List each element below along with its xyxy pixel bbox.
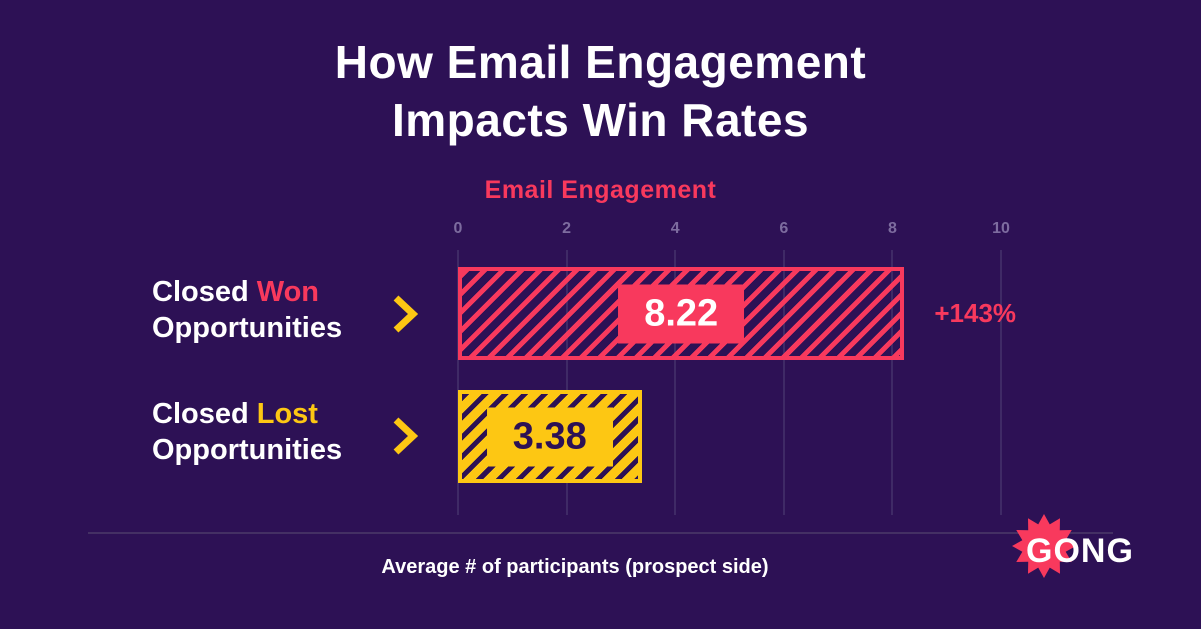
bar-row-won: 8.22 +143% bbox=[458, 267, 1016, 360]
plot-area: 8.22 +143% 3.38 bbox=[457, 250, 1016, 515]
won-category-label: Closed Won Opportunities bbox=[152, 274, 342, 347]
tick-label: 8 bbox=[887, 220, 897, 237]
gridline bbox=[674, 250, 677, 515]
won-value-label: 8.22 bbox=[618, 284, 745, 343]
lost-label-line-2: Opportunities bbox=[152, 434, 343, 467]
gong-logo-text: GONG bbox=[1026, 532, 1134, 570]
won-label-line-1: Closed Won bbox=[152, 274, 342, 310]
lost-bar: 3.38 bbox=[458, 390, 642, 483]
gridline bbox=[1000, 250, 1002, 515]
gong-logo: GONG bbox=[1010, 512, 1160, 592]
won-label-highlight: Won bbox=[256, 276, 320, 308]
gong-burst-icon bbox=[1012, 514, 1076, 578]
lost-category-label: Closed Lost Opportunities bbox=[152, 396, 342, 469]
chevron-right-icon bbox=[392, 294, 419, 339]
tick-label: 4 bbox=[670, 220, 680, 237]
gridline bbox=[457, 250, 459, 515]
footer-divider bbox=[88, 532, 1113, 534]
title-line-2: Impacts Win Rates bbox=[391, 93, 810, 146]
bar-row-lost: 3.38 bbox=[458, 390, 1001, 483]
title-line-1: How Email Engagement bbox=[334, 36, 867, 88]
lost-label-highlight: Lost bbox=[256, 398, 318, 430]
gridline bbox=[891, 250, 894, 515]
gridline bbox=[782, 250, 785, 515]
tick-label: 2 bbox=[562, 220, 572, 237]
won-bar: 8.22 bbox=[458, 267, 905, 360]
lost-label-line-1: Closed Lost bbox=[152, 396, 342, 432]
page-title: How Email Engagement Impacts Win Rates bbox=[0, 34, 1201, 150]
won-label-line-2: Opportunities bbox=[152, 312, 343, 345]
chevron-right-icon bbox=[392, 416, 419, 461]
tick-label: 10 bbox=[992, 220, 1010, 237]
tick-label: 0 bbox=[453, 220, 463, 237]
gridline bbox=[565, 250, 568, 515]
x-axis-ticks: 0 2 4 6 8 10 bbox=[454, 220, 1010, 242]
won-annotation: +143% bbox=[934, 298, 1017, 328]
lost-value-label: 3.38 bbox=[486, 407, 613, 466]
chart-caption: Average # of participants (prospect side… bbox=[381, 556, 769, 578]
tick-label: 6 bbox=[779, 220, 789, 237]
won-label-prefix: Closed bbox=[152, 276, 257, 308]
axis-title: Email Engagement bbox=[484, 176, 717, 204]
lost-label-prefix: Closed bbox=[152, 398, 257, 430]
